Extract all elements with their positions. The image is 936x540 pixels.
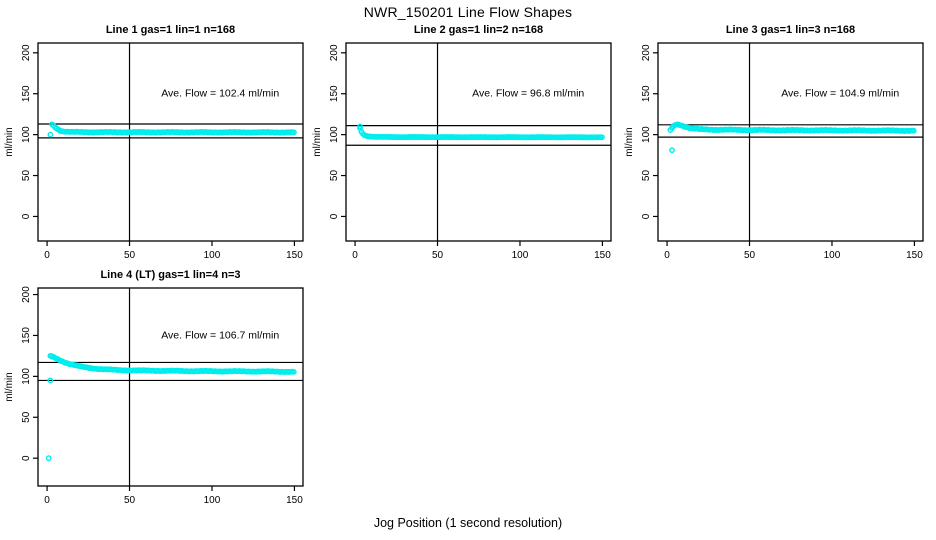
y-tick-label: 100 [641,126,652,143]
data-point [599,134,605,141]
panel-4: 0 50 100 150 0 50 100 150 200 ml/min Line 4 (LT) g… [4,269,304,506]
outlier-point [47,131,54,138]
x-tick-label: 0 [352,250,358,261]
panel-title: Line 2 gas=1 lin=2 n=168 [414,24,543,36]
y-tick-label: 50 [21,170,32,182]
ave-flow-annotation: Ave. Flow = 96.8 ml/min [472,88,584,100]
y-axis-label: ml/min [4,372,15,401]
outlier-point [669,147,675,154]
y-axis-label: ml/min [312,127,323,156]
x-axis-label: Jog Position (1 second resolution) [373,516,563,530]
panel-1: 0 50 100 150 0 50 100 150 200 ml/min Line 1 gas=1 … [4,24,304,261]
y-tick-label: 0 [21,455,32,461]
x-tick-label: 100 [204,495,221,506]
x-tick-label: 150 [286,250,303,261]
y-tick-label: 50 [329,170,340,182]
x-tick-label: 50 [744,250,756,261]
axis-box [657,42,924,242]
y-tick-label: 200 [21,44,32,61]
y-tick-label: 100 [21,368,32,385]
x-tick-label: 150 [594,250,611,261]
x-tick-label: 0 [664,250,670,261]
data-point [290,368,297,375]
ave-flow-annotation: Ave. Flow = 102.4 ml/min [161,88,279,100]
y-tick-label: 200 [329,44,340,61]
axis-box [345,42,612,242]
panel-title: Line 3 gas=1 lin=3 n=168 [726,24,855,36]
x-tick-label: 100 [824,250,841,261]
series-points [667,121,917,154]
axis-box [37,287,304,487]
x-tick-label: 50 [432,250,444,261]
y-tick-label: 200 [21,286,32,303]
y-tick-label: 150 [641,85,652,102]
series-points [357,123,605,141]
series-points [47,121,297,138]
figure-title: NWR_150201 Line Flow Shapes [363,4,573,20]
x-tick-label: 100 [204,250,221,261]
x-tick-label: 150 [286,495,303,506]
x-tick-label: 50 [124,250,136,261]
y-tick-label: 150 [21,327,32,344]
y-axis-label: ml/min [624,127,635,156]
x-tick-label: 150 [906,250,923,261]
y-tick-label: 100 [21,126,32,143]
y-tick-label: 150 [21,85,32,102]
outlier-point [357,123,363,130]
y-tick-label: 100 [329,126,340,143]
panel-title: Line 1 gas=1 lin=1 n=168 [106,24,235,36]
y-tick-label: 0 [329,213,340,219]
panel-3: 0 50 100 150 0 50 100 150 200 ml/min Line 3 gas=1 … [624,24,924,261]
x-tick-label: 50 [124,495,136,506]
y-tick-label: 200 [641,44,652,61]
series-points [45,352,297,462]
y-tick-label: 0 [21,213,32,219]
x-tick-label: 100 [512,250,529,261]
y-tick-label: 50 [21,411,32,423]
x-tick-label: 0 [44,495,50,506]
ave-flow-annotation: Ave. Flow = 106.7 ml/min [161,329,279,341]
y-axis-label: ml/min [4,127,15,156]
outlier-point [45,455,52,462]
x-tick-label: 0 [44,250,50,261]
ave-flow-annotation: Ave. Flow = 104.9 ml/min [781,88,899,100]
panel-title: Line 4 (LT) gas=1 lin=4 n=3 [100,269,240,281]
data-point [910,127,917,134]
y-tick-label: 50 [641,170,652,182]
panel-2: 0 50 100 150 0 50 100 150 200 ml/min Line 2 gas=1 … [312,24,612,261]
y-tick-label: 0 [641,213,652,219]
axis-box [37,42,304,242]
y-tick-label: 150 [329,85,340,102]
data-point [291,129,297,136]
outlier-point [47,377,54,384]
